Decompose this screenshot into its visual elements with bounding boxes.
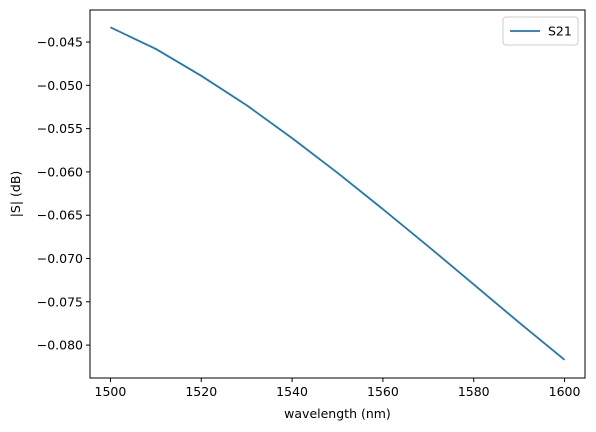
plot-frame — [89, 9, 586, 379]
y-tick-label: −0.070 — [37, 251, 83, 266]
plot-area — [90, 10, 585, 378]
x-tick-label: 1520 — [185, 384, 217, 399]
y-tick-label: −0.060 — [37, 164, 83, 179]
x-tick-label: 1560 — [367, 384, 399, 399]
x-tick-label: 1500 — [95, 384, 127, 399]
y-tick-label: −0.065 — [37, 208, 83, 223]
y-axis-ticks: −0.045 −0.050 −0.055 −0.060 −0.065 −0.070 −0.0… — [37, 35, 90, 353]
y-tick-label: −0.050 — [37, 78, 83, 93]
y-tick-label: −0.080 — [37, 338, 83, 353]
x-axis-label: wavelength (nm) — [284, 406, 391, 421]
y-tick-label: −0.055 — [37, 121, 83, 136]
y-tick-label: −0.045 — [37, 35, 83, 50]
legend: S21 — [502, 16, 579, 46]
y-tick-label: −0.075 — [37, 294, 83, 309]
y-axis-label: |S| (dB) — [8, 171, 23, 218]
x-tick-label: 1580 — [458, 384, 490, 399]
legend-box — [502, 16, 579, 46]
x-axis-ticks: 1500 1520 1540 1560 1580 1600 — [95, 378, 581, 399]
x-tick-label: 1540 — [276, 384, 308, 399]
x-tick-label: 1600 — [549, 384, 581, 399]
legend-label-s21: S21 — [548, 24, 572, 39]
series-layer — [110, 26, 566, 361]
series-line-s21 — [110, 26, 566, 361]
